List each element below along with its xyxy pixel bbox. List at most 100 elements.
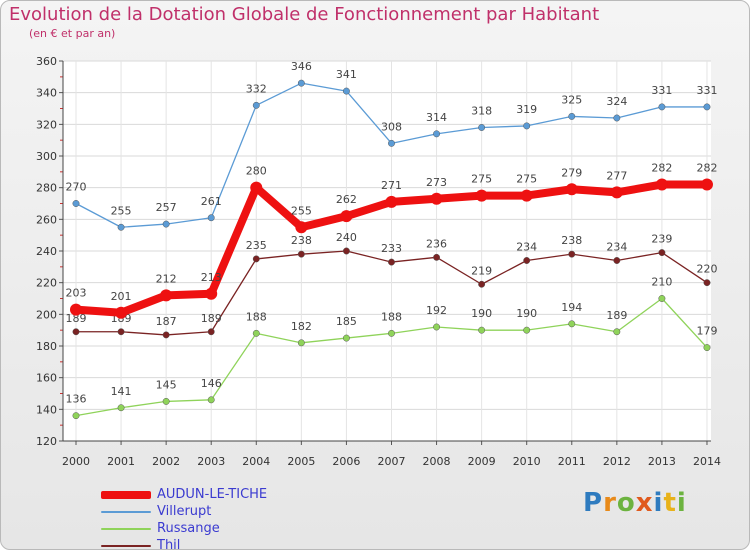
data-point xyxy=(478,326,486,334)
data-label: 182 xyxy=(291,320,312,333)
x-tick-label: 2006 xyxy=(332,455,360,468)
data-point xyxy=(72,328,80,336)
data-point xyxy=(433,323,441,331)
data-point xyxy=(523,257,531,264)
data-point xyxy=(475,189,488,202)
data-point xyxy=(252,101,260,109)
data-label: 282 xyxy=(696,162,717,175)
data-label: 255 xyxy=(111,204,132,217)
legend-swatch xyxy=(101,491,151,499)
x-tick-label: 2007 xyxy=(377,455,405,468)
data-label: 324 xyxy=(606,95,627,108)
x-tick-label: 2010 xyxy=(513,455,541,468)
data-point xyxy=(207,328,215,336)
y-tick-label: 320 xyxy=(36,118,57,131)
data-label: 234 xyxy=(606,241,627,254)
data-label: 261 xyxy=(201,195,222,208)
data-label: 141 xyxy=(111,385,132,398)
data-point xyxy=(700,178,713,191)
data-point xyxy=(658,103,666,111)
legend-swatch xyxy=(101,545,151,547)
data-label: 219 xyxy=(471,264,492,277)
data-point xyxy=(388,258,395,266)
legend-label: Villerupt xyxy=(157,504,212,519)
data-point xyxy=(520,189,533,202)
data-point xyxy=(388,139,395,147)
data-label: 187 xyxy=(156,315,177,328)
y-tick-label: 260 xyxy=(36,213,57,226)
data-point xyxy=(703,279,711,287)
data-label: 280 xyxy=(246,165,267,178)
data-point xyxy=(207,396,215,404)
y-tick-label: 220 xyxy=(36,277,57,290)
data-label: 220 xyxy=(696,263,717,276)
x-tick-label: 2004 xyxy=(242,455,270,468)
data-point xyxy=(655,178,668,191)
logo-letter: t xyxy=(663,488,677,518)
data-point xyxy=(565,183,578,196)
data-point xyxy=(342,247,350,255)
data-label: 185 xyxy=(336,315,357,328)
data-label: 190 xyxy=(516,307,537,320)
y-tick-label: 180 xyxy=(36,340,57,353)
data-label: 271 xyxy=(381,179,402,192)
data-point xyxy=(72,200,80,207)
data-label: 236 xyxy=(426,237,447,250)
data-label: 145 xyxy=(156,378,177,391)
y-tick-label: 240 xyxy=(36,245,57,258)
legend-swatch xyxy=(101,511,151,513)
x-tick-label: 2008 xyxy=(423,455,451,468)
y-tick-label: 280 xyxy=(36,182,57,195)
y-tick-label: 140 xyxy=(36,403,57,416)
chart-title: Evolution de la Dotation Globale de Fonc… xyxy=(9,4,600,25)
y-tick-label: 120 xyxy=(36,435,57,448)
data-point xyxy=(478,280,486,288)
data-label: 188 xyxy=(381,310,402,323)
data-label: 212 xyxy=(156,272,177,285)
data-point xyxy=(523,122,531,130)
data-label: 233 xyxy=(381,242,402,255)
x-tick-label: 2013 xyxy=(648,455,676,468)
y-tick-label: 360 xyxy=(36,55,57,68)
data-point xyxy=(117,404,125,412)
data-point xyxy=(162,331,170,339)
proxiti-logo: Proxiti xyxy=(583,488,687,518)
data-point xyxy=(523,326,531,334)
data-point xyxy=(160,289,173,302)
data-label: 331 xyxy=(651,84,672,97)
data-label: 234 xyxy=(516,241,537,254)
chart-subtitle: (en € et par an) xyxy=(29,27,116,40)
legend-swatch xyxy=(101,528,151,530)
legend-label: Russange xyxy=(157,521,220,536)
data-point xyxy=(568,112,576,120)
x-tick-label: 2002 xyxy=(152,455,180,468)
data-point xyxy=(703,344,711,352)
data-point xyxy=(72,412,80,420)
data-label: 203 xyxy=(66,287,87,300)
data-label: 314 xyxy=(426,111,447,124)
data-point xyxy=(340,210,353,223)
x-tick-label: 2014 xyxy=(693,455,721,468)
legend-label: AUDUN-LE-TICHE xyxy=(157,487,268,502)
data-label: 210 xyxy=(651,276,672,289)
data-label: 255 xyxy=(291,204,312,217)
data-point xyxy=(297,79,305,87)
data-point xyxy=(250,181,263,194)
data-point xyxy=(297,250,305,258)
data-label: 275 xyxy=(516,173,537,186)
data-label: 190 xyxy=(471,307,492,320)
x-tick-label: 2011 xyxy=(558,455,586,468)
x-tick-label: 2003 xyxy=(197,455,225,468)
data-label: 277 xyxy=(606,169,627,182)
data-point xyxy=(342,334,350,342)
data-label: 239 xyxy=(651,233,672,246)
data-label: 270 xyxy=(66,181,87,194)
data-point xyxy=(115,306,128,319)
legend-label: Thil xyxy=(157,538,181,550)
data-label: 189 xyxy=(66,312,87,325)
data-label: 325 xyxy=(561,93,582,106)
y-tick-label: 160 xyxy=(36,372,57,385)
data-point xyxy=(478,124,486,131)
data-point xyxy=(658,295,666,302)
data-point xyxy=(70,303,82,316)
